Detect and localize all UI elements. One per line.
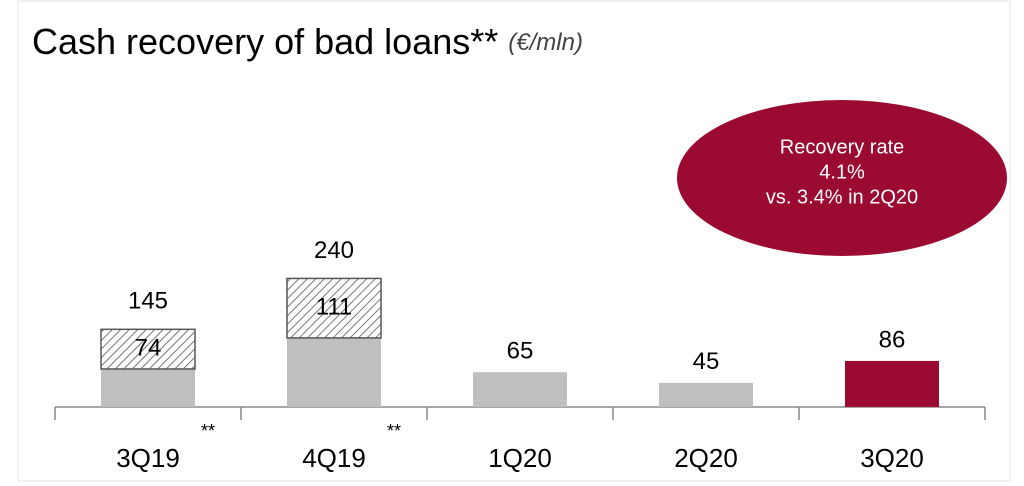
frame bbox=[17, 0, 1011, 482]
annotation-text: vs. 3.4% in 2Q20 bbox=[766, 186, 918, 208]
total-label: 240 bbox=[314, 237, 354, 264]
bar-segment bbox=[286, 277, 382, 339]
subtitle: (€/mln) bbox=[508, 29, 583, 56]
x-tick-label: 3Q19 bbox=[116, 443, 180, 473]
bar-segment bbox=[473, 372, 567, 407]
segment-label: 111 bbox=[316, 294, 352, 321]
bar-segment bbox=[845, 360, 939, 407]
x-tick-label: 3Q20 bbox=[860, 443, 924, 473]
bar-segment bbox=[287, 337, 381, 407]
bar-segment bbox=[100, 328, 196, 370]
bar-segment bbox=[659, 382, 753, 407]
category-note: ** bbox=[201, 421, 215, 441]
segment-label: 74 bbox=[135, 334, 162, 361]
annotation-text: Recovery rate bbox=[780, 136, 905, 158]
category-note: ** bbox=[387, 421, 401, 441]
annotation-bubble bbox=[677, 100, 1007, 256]
value-label: 86 bbox=[879, 326, 906, 353]
value-label: 45 bbox=[693, 348, 720, 375]
annotation-text: 4.1% bbox=[819, 161, 865, 183]
title: Cash recovery of bad loans** bbox=[32, 21, 498, 62]
x-tick-label: 1Q20 bbox=[488, 443, 552, 473]
total-label: 145 bbox=[128, 288, 168, 315]
value-label: 65 bbox=[507, 338, 534, 365]
x-tick-label: 2Q20 bbox=[674, 443, 738, 473]
bar-segment bbox=[101, 368, 195, 407]
chart-title: Cash recovery of bad loans** (€/mln) bbox=[32, 21, 583, 62]
x-tick-label: 4Q19 bbox=[302, 443, 366, 473]
